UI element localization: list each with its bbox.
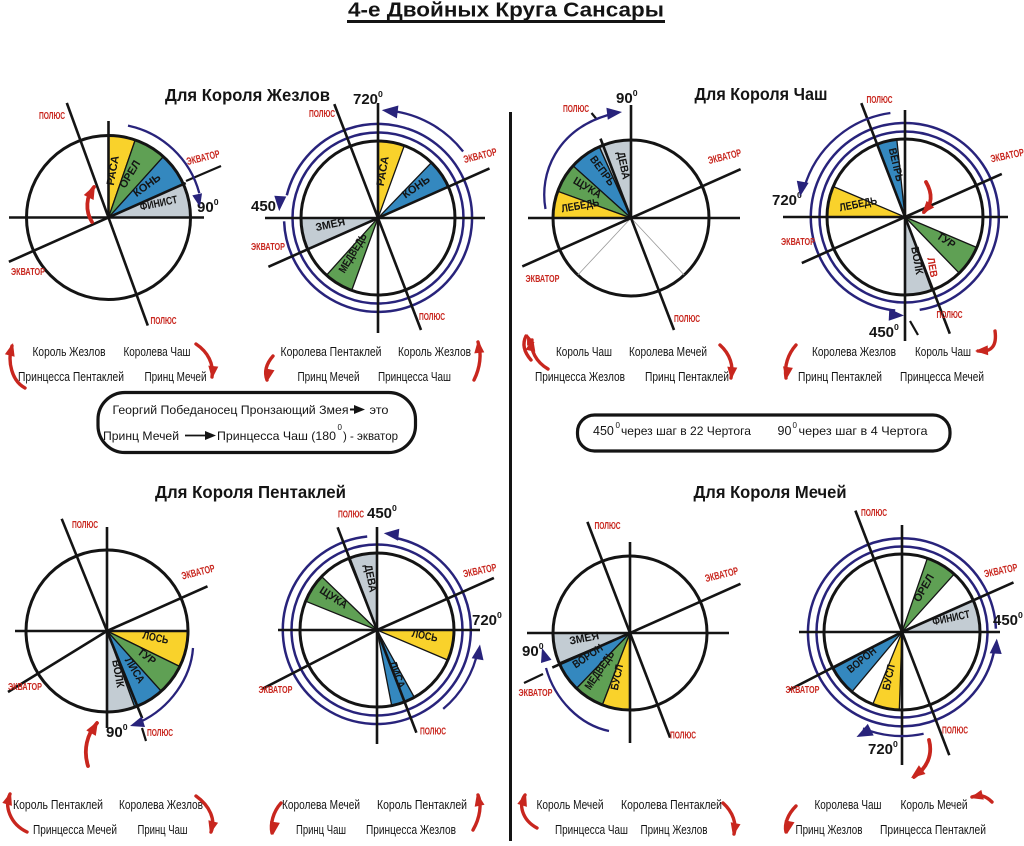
svg-text:ПОЛЮС: ПОЛЮС bbox=[151, 315, 177, 327]
svg-text:Королева Чаш: Королева Чаш bbox=[124, 345, 191, 359]
svg-text:7200: 7200 bbox=[472, 610, 502, 629]
svg-text:Принцесса Чаш (180: Принцесса Чаш (180 bbox=[217, 429, 336, 443]
svg-text:ПОЛЮС: ПОЛЮС bbox=[563, 103, 589, 115]
svg-text:7200: 7200 bbox=[772, 190, 802, 209]
svg-text:Принц Пентаклей: Принц Пентаклей bbox=[798, 370, 882, 384]
svg-text:ЭКВАТОР: ЭКВАТОР bbox=[786, 684, 820, 696]
svg-text:Король Пентаклей: Король Пентаклей bbox=[377, 798, 467, 812]
svg-text:ПОЛЮС: ПОЛЮС bbox=[338, 509, 364, 521]
svg-text:ВОЛК: ВОЛК bbox=[109, 659, 126, 689]
svg-text:Для Короля Мечей: Для Короля Мечей bbox=[694, 482, 847, 502]
svg-text:ЭКВАТОР: ЭКВАТОР bbox=[259, 684, 293, 696]
svg-text:0: 0 bbox=[793, 421, 798, 430]
svg-text:Принцесса Чаш: Принцесса Чаш bbox=[555, 823, 628, 837]
svg-text:ЭКВАТОР: ЭКВАТОР bbox=[526, 273, 560, 285]
svg-text:900: 900 bbox=[522, 641, 544, 660]
svg-text:Король Жезлов: Король Жезлов bbox=[33, 345, 106, 359]
svg-text:Король Жезлов: Король Жезлов bbox=[398, 345, 471, 359]
svg-text:через шаг в 22 Чертога: через шаг в 22 Чертога bbox=[621, 424, 751, 438]
svg-text:Принц Чаш: Принц Чаш bbox=[296, 823, 346, 837]
svg-text:Для Короля Пентаклей: Для Короля Пентаклей bbox=[155, 482, 346, 502]
svg-text:Для Короля Жезлов: Для Короля Жезлов bbox=[165, 85, 330, 105]
svg-text:ПОЛЮС: ПОЛЮС bbox=[867, 94, 893, 106]
svg-text:Король Пентаклей: Король Пентаклей bbox=[13, 798, 103, 812]
svg-text:7200: 7200 bbox=[353, 89, 383, 108]
svg-text:Королева Пентаклей: Королева Пентаклей bbox=[281, 345, 382, 359]
svg-text:Принцесса Жезлов: Принцесса Жезлов bbox=[535, 370, 625, 384]
svg-text:ПОЛЮС: ПОЛЮС bbox=[595, 520, 621, 532]
svg-text:Королева Чаш: Королева Чаш bbox=[815, 798, 882, 812]
svg-text:Королева Жезлов: Королева Жезлов bbox=[812, 345, 896, 359]
svg-text:90: 90 bbox=[778, 424, 792, 438]
svg-text:ЛОСЬ: ЛОСЬ bbox=[411, 628, 439, 645]
svg-text:Принц Мечей: Принц Мечей bbox=[145, 370, 207, 384]
svg-text:ВОЛК: ВОЛК bbox=[908, 246, 925, 276]
svg-text:ПОЛЮС: ПОЛЮС bbox=[419, 311, 445, 323]
svg-text:ПОЛЮС: ПОЛЮС bbox=[72, 519, 98, 531]
svg-text:Для Короля Чаш: Для Короля Чаш bbox=[695, 84, 828, 104]
svg-text:ЭКВАТОР: ЭКВАТОР bbox=[251, 241, 285, 253]
svg-text:Принц Жезлов: Принц Жезлов bbox=[641, 823, 708, 837]
svg-text:БУСЛ: БУСЛ bbox=[881, 663, 898, 691]
svg-text:4500: 4500 bbox=[869, 322, 899, 341]
svg-text:Принц Чаш: Принц Чаш bbox=[138, 823, 188, 837]
svg-text:ЭКВАТОР: ЭКВАТОР bbox=[11, 266, 45, 278]
svg-text:900: 900 bbox=[106, 722, 128, 741]
svg-text:ДЕВА: ДЕВА bbox=[614, 151, 632, 181]
svg-text:ПОЛЮС: ПОЛЮС bbox=[39, 110, 65, 122]
svg-text:ЛЕВ: ЛЕВ bbox=[924, 257, 939, 279]
svg-text:900: 900 bbox=[197, 197, 219, 216]
svg-text:ЭКВАТОР: ЭКВАТОР bbox=[519, 687, 553, 699]
svg-text:ПОЛЮС: ПОЛЮС bbox=[147, 727, 173, 739]
svg-text:ПОЛЮС: ПОЛЮС bbox=[937, 309, 963, 321]
svg-text:через шаг в 4 Чертога: через шаг в 4 Чертога bbox=[799, 424, 928, 438]
svg-text:450: 450 bbox=[593, 424, 614, 438]
svg-text:ДЕВА: ДЕВА bbox=[361, 564, 378, 594]
svg-text:РАСА: РАСА bbox=[375, 155, 392, 187]
svg-text:Королева Пентаклей: Королева Пентаклей bbox=[621, 798, 722, 812]
svg-text:) - экватор: ) - экватор bbox=[343, 429, 398, 443]
svg-text:ПОЛЮС: ПОЛЮС bbox=[674, 313, 700, 325]
svg-text:ПОЛЮС: ПОЛЮС bbox=[309, 108, 335, 120]
svg-text:4-е Двойных Круга Сансары: 4-е Двойных Круга Сансары bbox=[348, 0, 664, 22]
svg-text:Королева Мечей: Королева Мечей bbox=[282, 798, 360, 812]
svg-text:0: 0 bbox=[616, 421, 621, 430]
svg-text:это: это bbox=[370, 403, 389, 417]
svg-text:Принц Пентаклей: Принц Пентаклей bbox=[645, 370, 729, 384]
svg-text:Принцесса Пентаклей: Принцесса Пентаклей bbox=[18, 370, 124, 384]
svg-text:900: 900 bbox=[616, 88, 638, 107]
svg-text:ЭКВАТОР: ЭКВАТОР bbox=[8, 681, 42, 693]
svg-text:ПОЛЮС: ПОЛЮС bbox=[861, 507, 887, 519]
svg-text:ПОЛЮС: ПОЛЮС bbox=[942, 725, 968, 737]
svg-text:ЛОСЬ: ЛОСЬ bbox=[142, 630, 170, 647]
svg-text:Принц Мечей: Принц Мечей bbox=[298, 370, 360, 384]
svg-text:Принцесса Мечей: Принцесса Мечей bbox=[900, 370, 984, 384]
svg-text:4500: 4500 bbox=[993, 610, 1023, 629]
svg-text:Принцесса Пентаклей: Принцесса Пентаклей bbox=[880, 823, 986, 837]
svg-text:Королева Жезлов: Королева Жезлов bbox=[119, 798, 203, 812]
svg-text:Принцесса Мечей: Принцесса Мечей bbox=[33, 823, 117, 837]
svg-text:Принцесса Жезлов: Принцесса Жезлов bbox=[366, 823, 456, 837]
svg-text:Принц Жезлов: Принц Жезлов bbox=[796, 823, 863, 837]
svg-text:4500: 4500 bbox=[367, 503, 397, 522]
svg-text:ПОЛЮС: ПОЛЮС bbox=[670, 730, 696, 742]
svg-text:Георгий Победаносец Пронзающий: Георгий Победаносец Пронзающий Змея bbox=[113, 403, 349, 417]
svg-text:ЭКВАТОР: ЭКВАТОР bbox=[781, 236, 815, 248]
svg-text:Король Мечей: Король Мечей bbox=[537, 798, 604, 812]
svg-text:Принц Мечей: Принц Мечей bbox=[103, 429, 179, 443]
svg-text:БУСЛ: БУСЛ bbox=[609, 663, 626, 691]
svg-text:Король Чаш: Король Чаш bbox=[915, 345, 971, 359]
svg-text:7200: 7200 bbox=[868, 739, 898, 758]
svg-text:Король Мечей: Король Мечей bbox=[901, 798, 968, 812]
svg-text:Принцесса Чаш: Принцесса Чаш bbox=[378, 370, 451, 384]
svg-text:ЗМЕЯ: ЗМЕЯ bbox=[568, 630, 600, 648]
svg-text:0: 0 bbox=[338, 423, 343, 432]
svg-text:РАСА: РАСА bbox=[105, 155, 122, 187]
svg-text:Королева Мечей: Королева Мечей bbox=[629, 345, 707, 359]
svg-text:ПОЛЮС: ПОЛЮС bbox=[420, 726, 446, 738]
svg-text:Король Чаш: Король Чаш bbox=[556, 345, 612, 359]
